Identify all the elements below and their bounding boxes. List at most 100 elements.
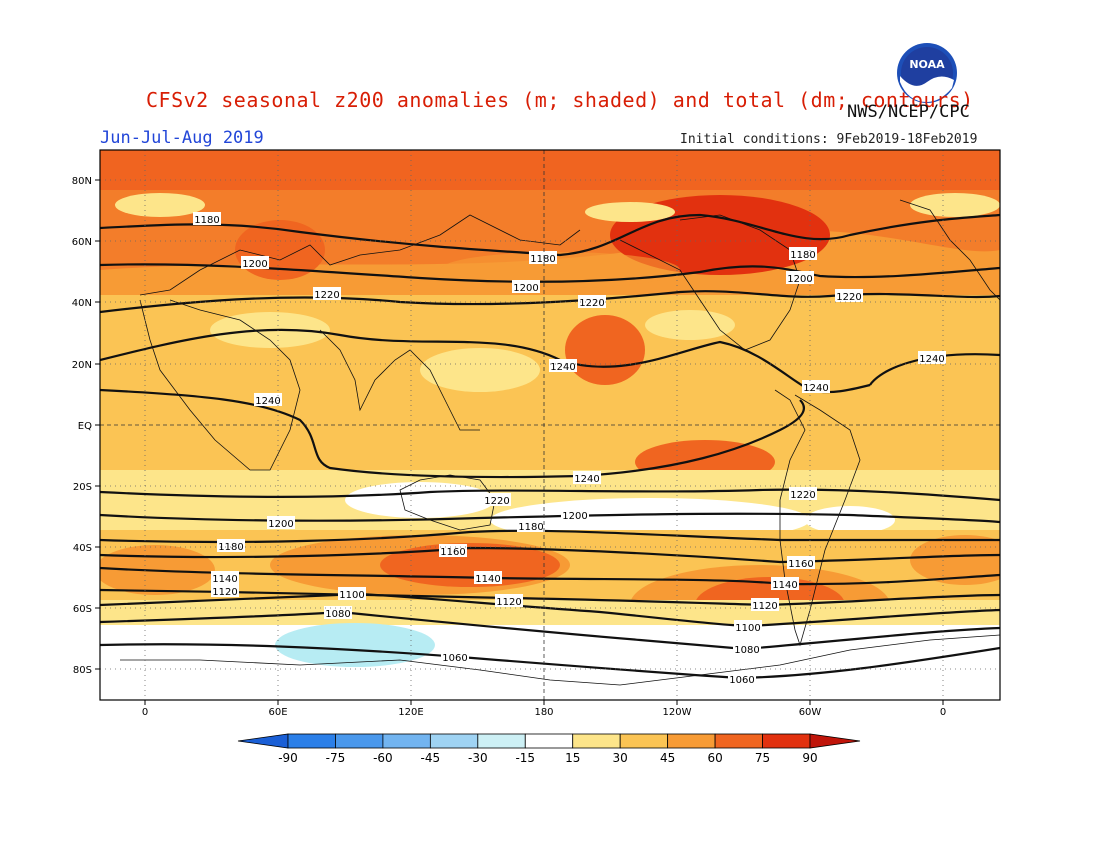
coast-antarctica — [120, 634, 1000, 686]
contour-1200 — [100, 263, 1000, 283]
lon-label: 0 — [142, 707, 148, 718]
contour-1220 — [100, 290, 1000, 314]
contour-1240 — [869, 353, 1000, 386]
contour-1220 — [100, 488, 1000, 502]
contour-label: 1200 — [242, 259, 267, 270]
contour-label: 1200 — [268, 519, 293, 530]
shade-pale-3 — [910, 193, 1000, 217]
contour-label: 1240 — [919, 354, 944, 365]
colorbar-label: 30 — [613, 751, 628, 765]
noaa-logo-text: NOAA — [909, 58, 945, 71]
contour-label: 1140 — [212, 574, 237, 585]
coast-europe — [899, 199, 1000, 301]
shade-antarctic — [100, 625, 1000, 700]
coast-africa — [139, 299, 301, 471]
coastlines — [120, 199, 1000, 686]
colorbar: -90 -75 -60 -45 -30 -15 15 30 45 60 75 90 — [237, 733, 861, 765]
contour-label: 1240 — [574, 474, 599, 485]
lon-label: 60W — [799, 707, 822, 718]
noaa-logo: NOAA — [896, 42, 958, 104]
contour-label: 1220 — [790, 490, 815, 501]
lon-label: 180 — [534, 707, 553, 718]
colorbar-label: -75 — [326, 751, 346, 765]
colorbar-box — [714, 733, 763, 749]
longitude-labels: 0 60E 120E 180 120W 60W 0 — [142, 700, 946, 718]
colorbar-label: -45 — [421, 751, 441, 765]
colorbar-label: 75 — [755, 751, 770, 765]
lat-label: 40N — [72, 298, 92, 309]
contour-1160 — [100, 546, 1000, 564]
shade-pale-1 — [115, 193, 205, 217]
contour-label: 1160 — [440, 547, 465, 558]
contour-1060 — [100, 643, 1000, 680]
contour-label: 1180 — [790, 250, 815, 261]
latitude-labels: 80N 60N 40N 20N EQ 20S 40S 60S 80S — [72, 176, 100, 676]
contour-label: 1220 — [314, 290, 339, 301]
contour-label: 1220 — [836, 292, 861, 303]
contour-lines — [100, 213, 1000, 680]
contour-1140 — [100, 566, 1000, 586]
colorbar-box — [667, 733, 716, 749]
contour-label: 1180 — [194, 215, 219, 226]
gridlines — [100, 150, 1000, 700]
contour-label: 1160 — [788, 559, 813, 570]
shade-subpolar-band — [100, 600, 1000, 625]
contour-label: 1240 — [255, 396, 280, 407]
contour-label: 1080 — [734, 645, 759, 656]
shade-negative-anomaly — [275, 623, 435, 667]
lat-label: 40S — [73, 543, 92, 554]
contour-label: 1240 — [803, 383, 828, 394]
colorbar-label: 45 — [660, 751, 675, 765]
coast-eurasia — [139, 214, 581, 296]
contour-1240 — [100, 388, 805, 479]
colorbar-label: 90 — [802, 751, 817, 765]
colorbar-label: 15 — [565, 751, 580, 765]
colorbar-box — [429, 733, 479, 749]
contour-label: 1120 — [496, 597, 521, 608]
shade-pale-5 — [420, 348, 540, 392]
shade-south-atlantic-2 — [910, 535, 1000, 585]
colorbar-label: -30 — [468, 751, 488, 765]
contour-1080 — [100, 610, 1000, 651]
contour-label: 1060 — [442, 653, 467, 664]
colorbar-box — [572, 733, 621, 749]
contour-label: 1120 — [212, 587, 237, 598]
colorbar-label: 60 — [707, 751, 722, 765]
lat-label: 60S — [73, 604, 92, 615]
contour-label: 1100 — [339, 590, 364, 601]
lat-label: 20S — [73, 482, 92, 493]
colorbar-label: -90 — [278, 751, 298, 765]
coast-north-america — [619, 214, 801, 351]
contour-label: 1200 — [562, 511, 587, 522]
shade-pacific-high — [565, 315, 645, 385]
lat-label: 60N — [72, 237, 92, 248]
colorbar-box — [619, 733, 669, 749]
contour-label: 1180 — [530, 254, 555, 265]
initial-conditions-label: Initial conditions: 9Feb2019-18Feb2019 — [680, 132, 978, 147]
contour-label: 1080 — [325, 609, 350, 620]
colorbar-arrow-left — [237, 733, 289, 749]
contour-label: 1180 — [218, 542, 243, 553]
contour-label: 1100 — [735, 623, 760, 634]
season-label: Jun-Jul-Aug 2019 — [100, 128, 264, 148]
colorbar-box — [477, 733, 526, 749]
colorbar-box — [335, 733, 384, 749]
colorbar-box — [287, 733, 336, 749]
colorbar-box — [382, 733, 431, 749]
contour-1180 — [100, 213, 1000, 257]
contour-label: 1220 — [484, 496, 509, 507]
lat-label: 80S — [73, 665, 92, 676]
shade-neutral-1 — [345, 482, 495, 518]
lat-label: 80N — [72, 176, 92, 187]
lat-label: EQ — [78, 421, 92, 432]
colorbar-box — [524, 733, 574, 749]
contour-label: 1140 — [475, 574, 500, 585]
lon-label: 120E — [398, 707, 423, 718]
shade-neutral-3 — [805, 506, 895, 534]
colorbar-label: -15 — [515, 751, 535, 765]
agency-label: NWS/NCEP/CPC — [847, 102, 970, 122]
chart-title: CFSv2 seasonal z200 anomalies (m; shaded… — [146, 88, 974, 112]
contour-label: 1060 — [729, 675, 754, 686]
lon-label: 120W — [663, 707, 692, 718]
